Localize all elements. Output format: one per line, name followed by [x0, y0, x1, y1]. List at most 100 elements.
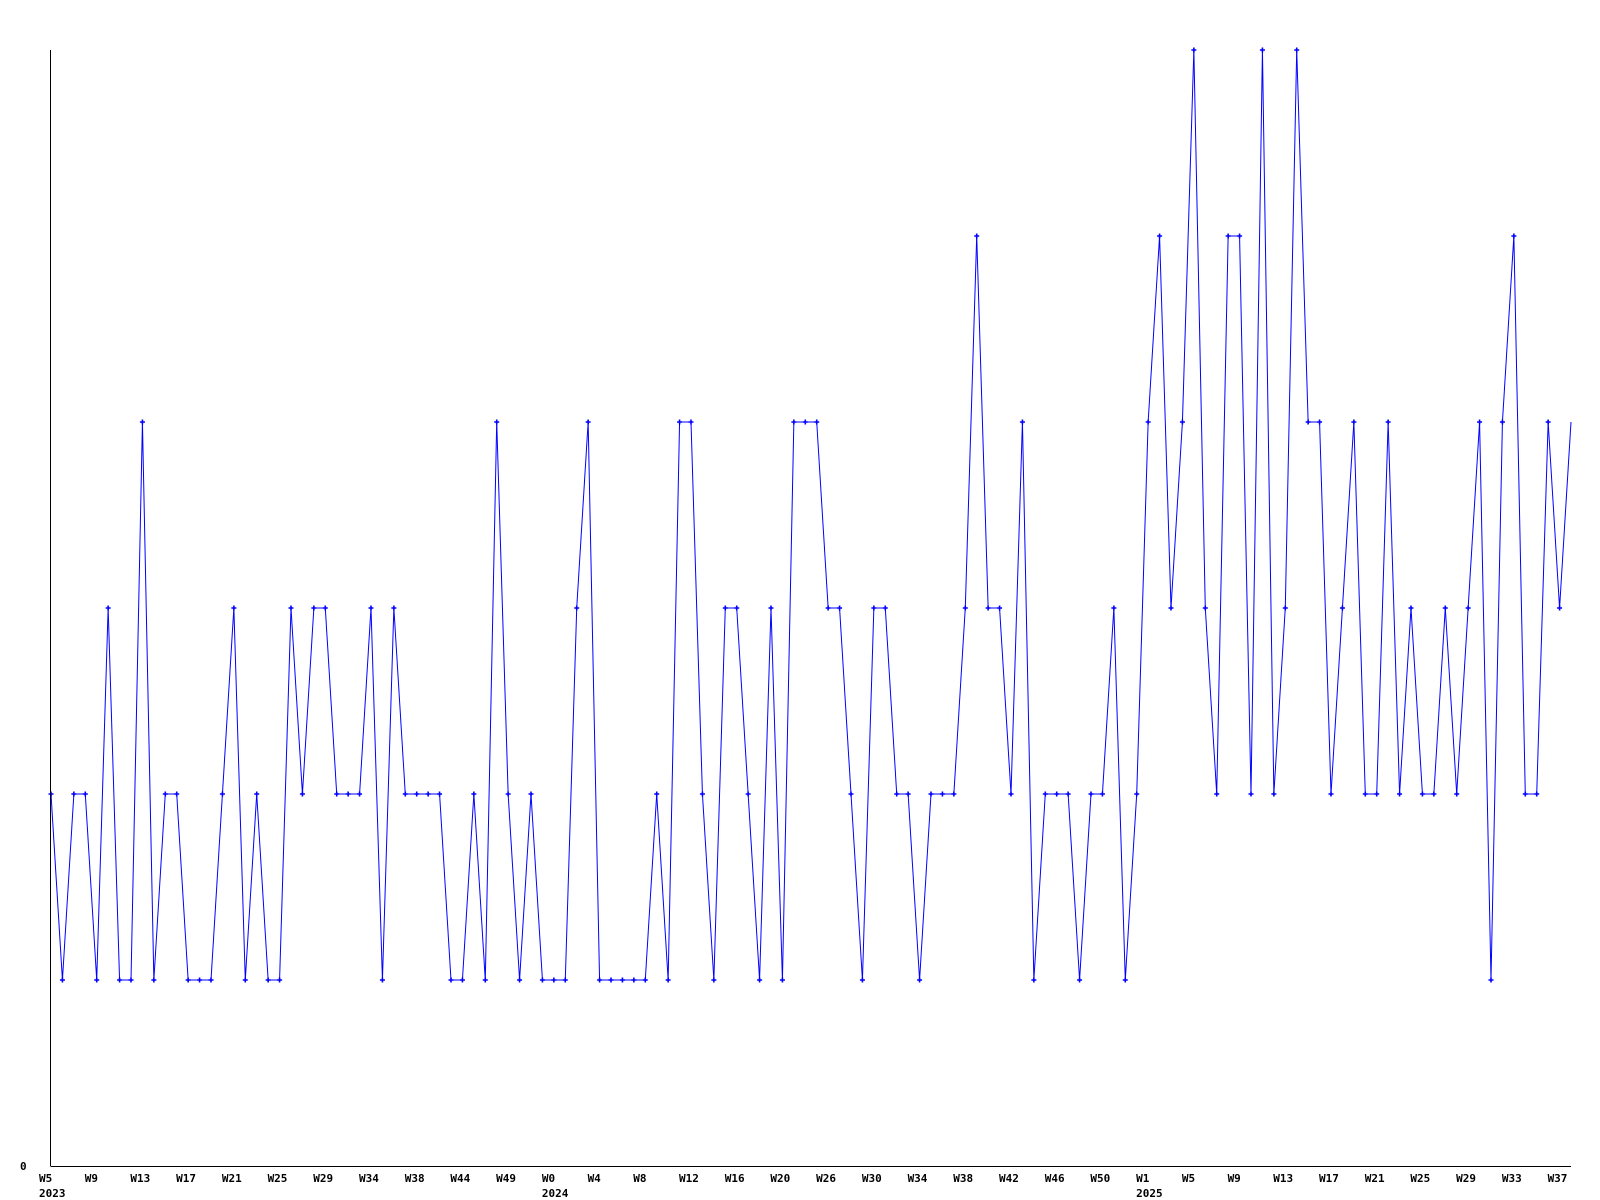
series-segment [530, 793, 543, 981]
series-segment [713, 607, 726, 981]
series-segment [359, 607, 372, 795]
data-point [368, 605, 374, 611]
series-segment [1376, 421, 1389, 795]
data-point [734, 605, 740, 611]
data-point [882, 605, 888, 611]
data-point [745, 791, 751, 797]
data-point [1145, 419, 1151, 425]
data-point [311, 605, 317, 611]
data-point [1511, 233, 1517, 239]
series-segment [96, 607, 109, 981]
data-point [1008, 791, 1014, 797]
series-segment [1330, 607, 1343, 795]
series-segment [667, 421, 681, 981]
series-line-group [50, 49, 1572, 981]
series-segment [519, 793, 532, 981]
x-tick-label: W8 [633, 1172, 646, 1185]
series-segment [1433, 607, 1446, 795]
x-tick-label: W42 [999, 1172, 1019, 1185]
x-tick-labels: W5 W9 W13 W17 W21 W25 W29 W34 W38 W44 W49 W0 W4 W8 W12… [39, 1172, 1567, 1200]
x-tick-label: W50 [1090, 1172, 1110, 1185]
x-tick-label: W16 [725, 1172, 745, 1185]
series-segment [1456, 607, 1469, 795]
data-point [82, 791, 88, 797]
series-segment [1467, 421, 1481, 609]
x-tick-label: W21 [222, 1172, 242, 1185]
series-segment [1170, 421, 1183, 609]
data-point [1191, 47, 1197, 53]
data-point [517, 977, 523, 983]
data-point [1248, 791, 1254, 797]
data-point [905, 791, 911, 797]
x-tick-label: W38 [405, 1172, 425, 1185]
data-point [722, 605, 728, 611]
data-point [928, 791, 934, 797]
data-point [1031, 977, 1037, 983]
series-segment [301, 607, 315, 795]
series-segment [781, 421, 795, 981]
data-point [539, 977, 545, 983]
data-point [277, 977, 283, 983]
data-point [619, 977, 625, 983]
data-point [894, 791, 900, 797]
series-segment [484, 421, 498, 981]
x-tick-label: W13 [1273, 1172, 1293, 1185]
data-point [642, 977, 648, 983]
x-tick-label: W21 [1365, 1172, 1385, 1185]
series-segment [153, 793, 166, 981]
data-point [379, 977, 385, 983]
data-point [757, 977, 763, 983]
x-tick-label: W30 [862, 1172, 882, 1185]
data-point [1054, 791, 1060, 797]
year-label: 2025 [1136, 1187, 1163, 1200]
series-segment [701, 793, 715, 981]
data-point [357, 791, 363, 797]
data-point [471, 791, 477, 797]
data-point [139, 419, 145, 425]
series-segment [1273, 607, 1286, 795]
series-segment [1067, 793, 1081, 981]
data-point [1019, 419, 1025, 425]
data-point [939, 791, 945, 797]
series-segment [976, 235, 989, 609]
data-point [391, 605, 397, 611]
data-point [459, 977, 465, 983]
x-tick-label: W37 [1548, 1172, 1568, 1185]
series-segment [1204, 607, 1218, 795]
data-point [1362, 791, 1368, 797]
data-point [1442, 605, 1448, 611]
series-segment [953, 607, 966, 795]
data-point [505, 791, 511, 797]
data-point [1488, 977, 1494, 983]
data-point [962, 605, 968, 611]
data-point [1545, 419, 1551, 425]
series-segment [690, 421, 703, 795]
series-segment [564, 607, 578, 981]
data-point [162, 791, 168, 797]
series-segment [1181, 49, 1195, 423]
series-segment [210, 793, 223, 981]
x-tick-label: W13 [130, 1172, 150, 1185]
data-point [482, 977, 488, 983]
series-segment [1250, 49, 1263, 795]
series-segment [244, 793, 258, 981]
data-point [1259, 47, 1265, 53]
series-segment [176, 793, 189, 981]
series-segment [850, 793, 863, 981]
x-tick-label: W38 [953, 1172, 973, 1185]
x-tick-label: W0 [542, 1172, 555, 1185]
series-segment [1101, 607, 1115, 795]
x-tick-label: W26 [816, 1172, 836, 1185]
data-point [117, 977, 123, 983]
data-point [105, 605, 111, 611]
data-point [1088, 791, 1094, 797]
series-segment [324, 607, 338, 795]
data-point [1065, 791, 1071, 797]
data-point [997, 605, 1003, 611]
data-point [871, 605, 877, 611]
data-point [551, 977, 557, 983]
series-segment [381, 607, 395, 981]
data-point [242, 977, 248, 983]
data-point [1042, 791, 1048, 797]
data-point [208, 977, 214, 983]
